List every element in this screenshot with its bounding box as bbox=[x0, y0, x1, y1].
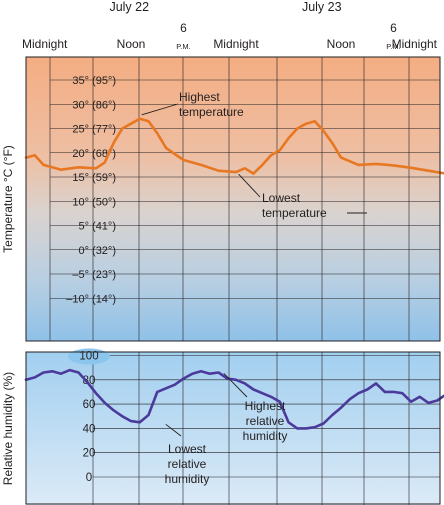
highest-hum-leader bbox=[223, 372, 248, 398]
hum-axis-title: Relative humidity (%) bbox=[1, 372, 15, 485]
annotation-highest-temp-l2: temperature bbox=[179, 105, 244, 119]
annotation-lowest-temp-l1: Lowest bbox=[262, 191, 301, 205]
temp-tick-label-7: 0° (32°) bbox=[78, 245, 116, 257]
temp-tick-label-6: 5° (41°) bbox=[78, 221, 116, 233]
temp-tick-label-9: –10° (14°) bbox=[66, 293, 116, 305]
hum-tick-label-0: 100 bbox=[79, 351, 98, 363]
temp-tick-label-1: 30° (86°) bbox=[72, 99, 116, 111]
highest-temp-leader bbox=[141, 103, 179, 116]
lowest-temp-leader bbox=[238, 173, 261, 198]
lowest-hum-leader bbox=[165, 423, 182, 437]
humidity-panel: 100 80 60 40 20 0 Relative humidity (%) Highest… bbox=[1, 348, 444, 505]
humidity-panel-frame bbox=[25, 351, 441, 505]
time-label-6: Midnight bbox=[392, 37, 438, 51]
time-label-2: 6 bbox=[180, 21, 187, 35]
annotation-highest-hum-l1: Highest bbox=[245, 399, 286, 413]
time-label-2-sub: P.M. bbox=[176, 42, 190, 51]
temperature-panel: 35° (95°) 30° (86°) 25° (77°) 20° (68°) 15° … bbox=[1, 56, 444, 342]
temp-tick-label-4: 15° (59°) bbox=[72, 172, 116, 184]
temp-tick-label-0: 35° (95°) bbox=[72, 75, 116, 87]
time-label-4: Noon bbox=[327, 37, 356, 51]
time-label-1: Noon bbox=[117, 37, 146, 51]
temp-tick-label-8: –5° (23°) bbox=[72, 269, 116, 281]
time-label-3: Midnight bbox=[213, 37, 259, 51]
time-label-5-sub: P.M. bbox=[386, 42, 400, 51]
hum-tick-label-4: 20 bbox=[83, 448, 96, 460]
temp-tick-label-2: 25° (77°) bbox=[72, 124, 116, 136]
hum-tick-label-5: 0 bbox=[86, 472, 92, 484]
annotation-lowest-hum-l3: humidity bbox=[165, 472, 210, 486]
time-label-5: 6 bbox=[390, 21, 397, 35]
hum-tick-label-2: 60 bbox=[83, 399, 96, 411]
time-label-0: Midnight bbox=[22, 37, 68, 51]
annotation-highest-hum-l3: humidity bbox=[243, 429, 288, 443]
humidity-series-line bbox=[24, 368, 444, 430]
hum-tick-label-3: 40 bbox=[83, 423, 96, 435]
annotation-highest-temp-l1: Highest bbox=[179, 90, 220, 104]
temp-tick-label-5: 10° (50°) bbox=[72, 196, 116, 208]
temperature-panel-frame bbox=[25, 56, 441, 342]
hum-tick-label-1: 80 bbox=[83, 375, 96, 387]
annotation-lowest-temp-l2: temperature bbox=[262, 206, 327, 220]
date-label-july-22: July 22 bbox=[109, 0, 149, 14]
temp-tick-label-3: 20° (68°) bbox=[72, 148, 116, 160]
temp-axis-title: Temperature °C (°F) bbox=[1, 145, 15, 253]
annotation-lowest-hum-l1: Lowest bbox=[168, 442, 207, 456]
date-label-july-23: July 23 bbox=[302, 0, 342, 14]
annotation-highest-hum-l2: relative bbox=[246, 414, 285, 428]
temperature-series-line bbox=[24, 117, 444, 175]
annotation-lowest-hum-l2: relative bbox=[168, 457, 207, 471]
